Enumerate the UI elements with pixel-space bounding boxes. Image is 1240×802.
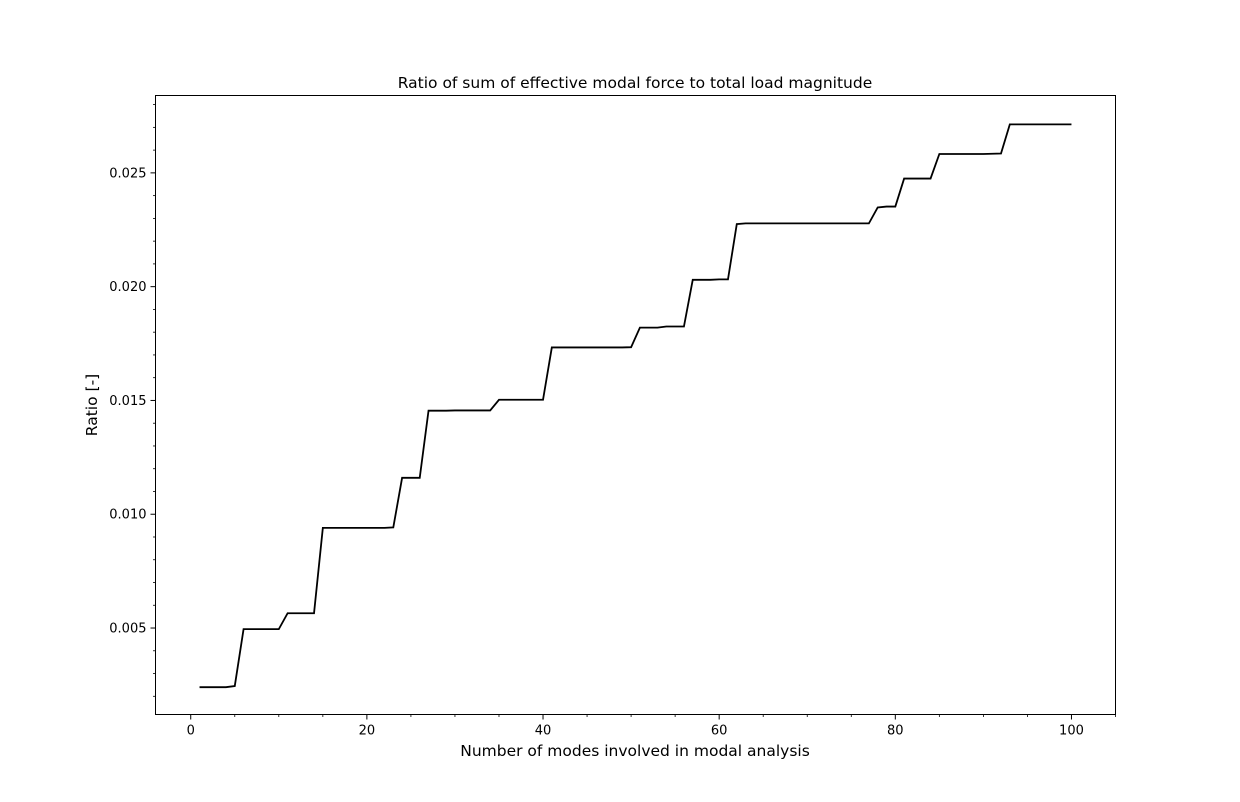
series-line-0 — [199, 123, 1072, 689]
x-tick-label: 0 — [187, 724, 195, 739]
y-tick-label: 0.020 — [109, 280, 146, 295]
y-axis-label: Ratio [-] — [83, 374, 101, 436]
x-tick-label: 80 — [887, 724, 904, 739]
y-tick-label: 0.025 — [109, 166, 146, 181]
y-tick-label: 0.010 — [109, 508, 146, 523]
x-tick-label: 20 — [359, 724, 376, 739]
x-axis-label: Number of modes involved in modal analys… — [460, 742, 810, 760]
chart-title: Ratio of sum of effective modal force to… — [398, 74, 873, 92]
plot-frame — [155, 95, 1116, 715]
y-tick-label: 0.005 — [109, 622, 146, 637]
x-tick-label: 60 — [711, 724, 728, 739]
y-tick-label: 0.015 — [109, 394, 146, 409]
y-axis-ticks: 0.005 0.010 0.015 0.020 0.025 — [109, 104, 156, 697]
x-axis-ticks: 0 20 40 60 80 100 — [187, 714, 1116, 739]
plot-area — [199, 123, 1072, 689]
x-tick-label: 40 — [535, 724, 552, 739]
x-tick-label: 100 — [1059, 724, 1084, 739]
